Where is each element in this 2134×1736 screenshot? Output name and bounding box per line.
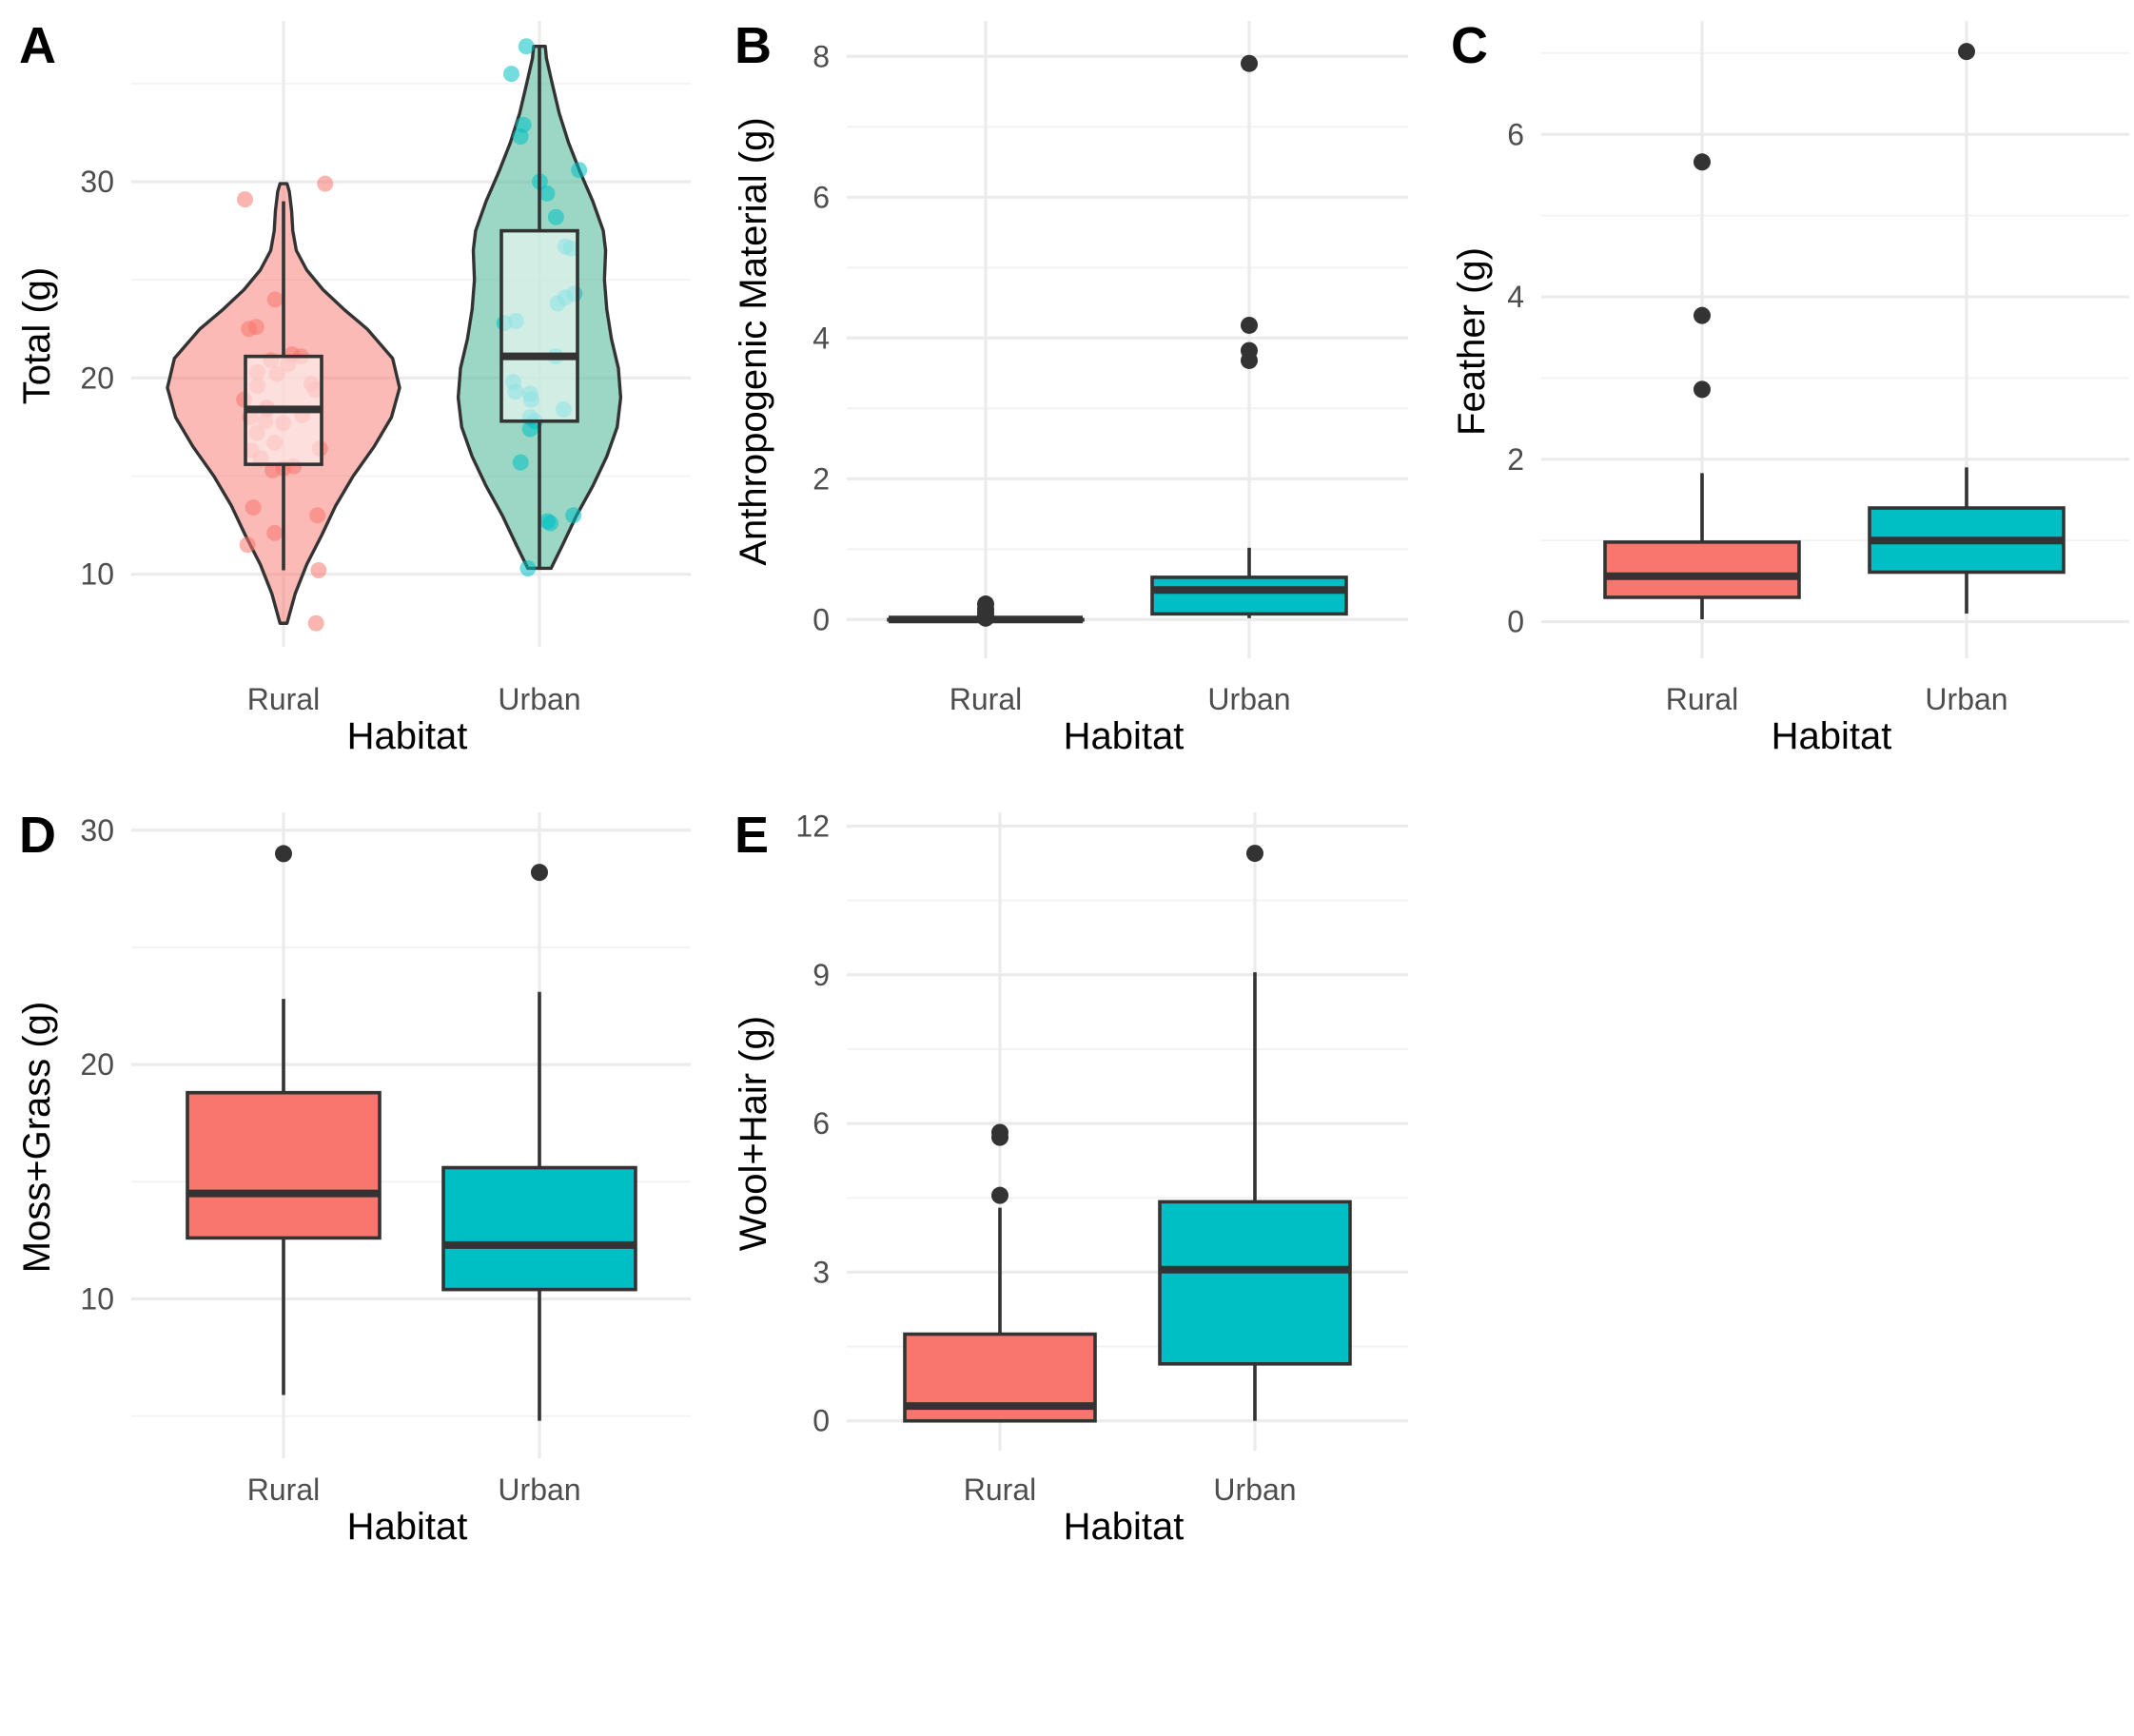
box-urban	[441, 1165, 637, 1292]
y-tick-label: 20	[80, 361, 114, 395]
x-tick-label-rural: Rural	[964, 1473, 1036, 1507]
x-tick-label-rural: Rural	[247, 1473, 320, 1507]
outlier-rural	[1693, 380, 1711, 399]
y-tick-label: 30	[80, 813, 114, 848]
x-axis-title: Habitat	[347, 715, 468, 757]
y-tick-label: 2	[1507, 442, 1524, 477]
outlier-urban	[1241, 54, 1258, 72]
y-axis-title: Moss+Grass (g)	[16, 1002, 58, 1274]
outlier-rural	[275, 845, 292, 863]
data-point-urban	[571, 162, 588, 179]
panel-d: 10 20 30 Rural Urban D Habitat Moss+Grass (g)	[16, 807, 691, 1548]
y-tick-label: 8	[812, 39, 830, 73]
data-point-rural	[239, 536, 256, 554]
y-tick-label: 12	[795, 809, 830, 843]
x-axis-title: Habitat	[1772, 715, 1892, 757]
y-axis-title: Anthropogenic Material (g)	[733, 117, 774, 565]
y-tick-label: 30	[80, 165, 114, 199]
y-tick-label: 2	[812, 461, 830, 496]
outlier-rural	[991, 1186, 1008, 1204]
y-tick-label: 4	[1507, 280, 1524, 314]
data-point-urban	[518, 38, 535, 55]
data-point-urban	[512, 454, 529, 471]
panel-label-c: C	[1451, 17, 1488, 74]
panel-label-a: A	[19, 17, 56, 74]
y-tick-label: 10	[80, 1281, 114, 1316]
y-tick-label: 6	[1507, 117, 1524, 151]
data-point-urban	[539, 513, 556, 530]
y-tick-label: 6	[812, 180, 830, 214]
y-tick-label: 10	[80, 557, 114, 592]
y-tick-label: 20	[80, 1047, 114, 1082]
y-tick-label: 3	[812, 1255, 830, 1289]
data-point-rural	[266, 524, 284, 541]
x-tick-label-urban: Urban	[498, 682, 580, 716]
data-point-rural	[310, 562, 327, 578]
panel-b: 0 2 4 6 8 Rural Urban B Habitat Anthropogenic Mat…	[733, 17, 1408, 757]
outlier-urban	[1246, 845, 1263, 863]
data-point-urban	[519, 560, 537, 576]
data-point-urban	[503, 66, 519, 83]
y-tick-label: 4	[812, 321, 830, 355]
panel-e: 0 3 6 9 12 Rural Urban E Habitat Wool+Hair (g)	[733, 807, 1408, 1548]
box-urban	[1158, 1200, 1352, 1366]
panel-c: 0 2 4 6 Rural Urban C Habitat Feather (g)	[1451, 17, 2129, 757]
x-tick-label-rural: Rural	[950, 682, 1022, 716]
x-tick-label-rural: Rural	[1666, 682, 1738, 716]
panel-label-d: D	[19, 807, 56, 864]
data-point-rural	[237, 191, 253, 208]
x-axis-title: Habitat	[1064, 1506, 1184, 1548]
x-tick-label-urban: Urban	[1213, 1473, 1296, 1507]
data-point-rural	[307, 614, 324, 632]
outlier-urban	[1958, 43, 1975, 61]
panel-a: 10 20 30 Rural Urban A Habitat Total (g)	[16, 17, 691, 757]
x-tick-label-urban: Urban	[498, 1473, 580, 1507]
data-point-rural	[317, 175, 334, 192]
data-point-rural	[247, 319, 264, 336]
data-point-urban	[547, 208, 564, 225]
data-point-urban	[538, 185, 556, 202]
box-urban	[1150, 575, 1348, 616]
x-tick-label-urban: Urban	[1925, 682, 2007, 716]
y-tick-label: 9	[812, 958, 830, 992]
y-axis-title: Feather (g)	[1451, 247, 1493, 436]
x-axis-title: Habitat	[347, 1506, 468, 1548]
data-point-rural	[245, 499, 262, 516]
box-rural	[1603, 540, 1801, 599]
y-axis-title: Wool+Hair (g)	[733, 1016, 774, 1251]
y-axis-title: Total (g)	[16, 267, 58, 405]
outlier-rural	[1693, 153, 1711, 171]
outlier-rural	[977, 595, 994, 614]
panel-label-b: B	[734, 17, 772, 74]
x-tick-label-rural: Rural	[247, 682, 320, 716]
box-urban	[499, 228, 579, 423]
x-tick-label-urban: Urban	[1207, 682, 1290, 716]
outlier-urban	[531, 864, 548, 882]
x-axis-title: Habitat	[1064, 715, 1184, 757]
outlier-rural	[991, 1123, 1008, 1141]
data-point-rural	[309, 507, 326, 524]
data-point-rural	[266, 291, 284, 308]
outlier-urban	[1241, 341, 1258, 360]
y-tick-label: 6	[812, 1106, 830, 1141]
outlier-rural	[1693, 306, 1711, 324]
data-point-urban	[515, 116, 532, 133]
y-tick-label: 0	[1507, 605, 1524, 639]
y-tick-label: 0	[812, 602, 830, 636]
y-tick-label: 0	[812, 1404, 830, 1438]
panel-label-e: E	[734, 807, 769, 864]
data-point-urban	[565, 507, 582, 524]
box-rural	[186, 1090, 382, 1240]
outlier-urban	[1241, 316, 1258, 334]
